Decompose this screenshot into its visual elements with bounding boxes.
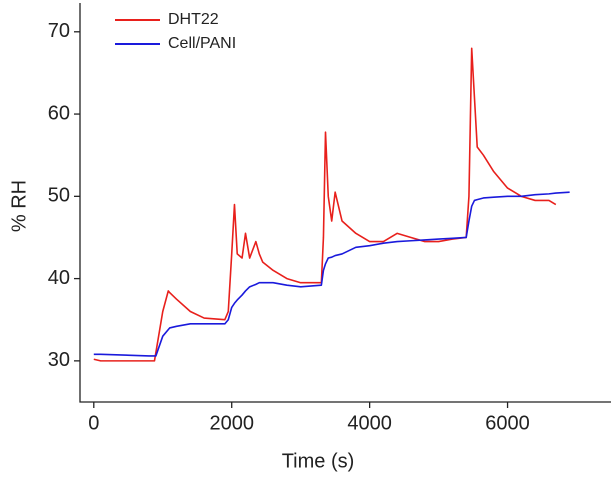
legend-label: DHT22 xyxy=(168,11,219,28)
axes xyxy=(79,3,611,403)
x-axis-title: Time (s) xyxy=(282,450,355,472)
y-tick-label: 60 xyxy=(48,102,70,124)
y-axis-title: % RH xyxy=(8,180,30,232)
y-tick-label: 30 xyxy=(48,349,70,371)
x-tick-label: 4000 xyxy=(347,412,392,434)
legend-label: Cell/PANI xyxy=(168,35,236,52)
y-tick-label: 70 xyxy=(48,20,70,42)
x-tick-label: 0 xyxy=(88,412,99,434)
x-tick-label: 2000 xyxy=(209,412,254,434)
y-tick-label: 40 xyxy=(48,267,70,289)
data-line xyxy=(93,191,570,357)
x-tick-label: 6000 xyxy=(485,412,530,434)
data-line xyxy=(93,47,557,362)
y-tick-label: 50 xyxy=(48,185,70,207)
